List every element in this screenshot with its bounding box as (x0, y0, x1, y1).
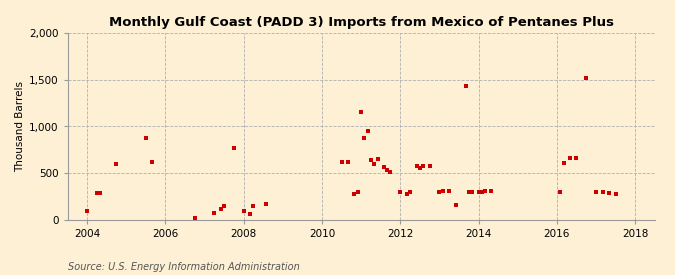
Point (369, 162, 379, 167)
Point (486, 189, 497, 193)
Point (395, 190, 406, 194)
Title: Monthly Gulf Coast (PADD 3) Imports from Mexico of Pentanes Plus: Monthly Gulf Coast (PADD 3) Imports from… (109, 16, 614, 29)
Point (209, 211, 220, 215)
Point (248, 203, 259, 208)
Point (477, 190, 487, 195)
Point (95, 191, 105, 196)
Point (349, 192, 360, 196)
Point (140, 136, 151, 140)
Point (603, 191, 614, 195)
Point (466, 190, 477, 194)
Point (434, 190, 445, 194)
Point (343, 160, 354, 164)
Point (336, 160, 347, 164)
Point (379, 164, 389, 169)
Point (352, 190, 363, 194)
Point (228, 146, 239, 150)
Point (359, 136, 370, 140)
Point (402, 192, 412, 196)
Point (147, 160, 158, 164)
Point (437, 189, 448, 194)
Point (215, 207, 226, 211)
Point (591, 190, 601, 194)
Point (581, 76, 592, 80)
Point (424, 164, 435, 168)
Point (597, 190, 608, 194)
Point (404, 190, 415, 194)
Point (362, 129, 373, 133)
Point (411, 164, 422, 168)
Y-axis label: Thousand Barrels: Thousand Barrels (15, 81, 25, 172)
Point (245, 212, 256, 217)
Point (418, 164, 429, 168)
Point (385, 170, 396, 175)
Point (564, 156, 575, 161)
Point (450, 203, 461, 207)
Point (460, 84, 471, 89)
Text: Source: U.S. Energy Information Administration: Source: U.S. Energy Information Administ… (68, 262, 299, 271)
Point (558, 161, 569, 165)
Point (610, 192, 621, 196)
Point (219, 203, 230, 208)
Point (111, 162, 122, 166)
Point (555, 190, 566, 194)
Point (372, 156, 383, 161)
Point (464, 190, 475, 194)
Point (92, 191, 103, 195)
Point (473, 190, 484, 194)
Point (444, 189, 455, 193)
Point (414, 166, 425, 170)
Point (238, 208, 249, 213)
Point (366, 158, 377, 162)
Point (571, 156, 582, 161)
Point (82, 208, 92, 213)
Point (480, 189, 491, 194)
Point (356, 109, 367, 114)
Point (261, 202, 272, 206)
Point (382, 167, 393, 172)
Point (190, 216, 200, 220)
